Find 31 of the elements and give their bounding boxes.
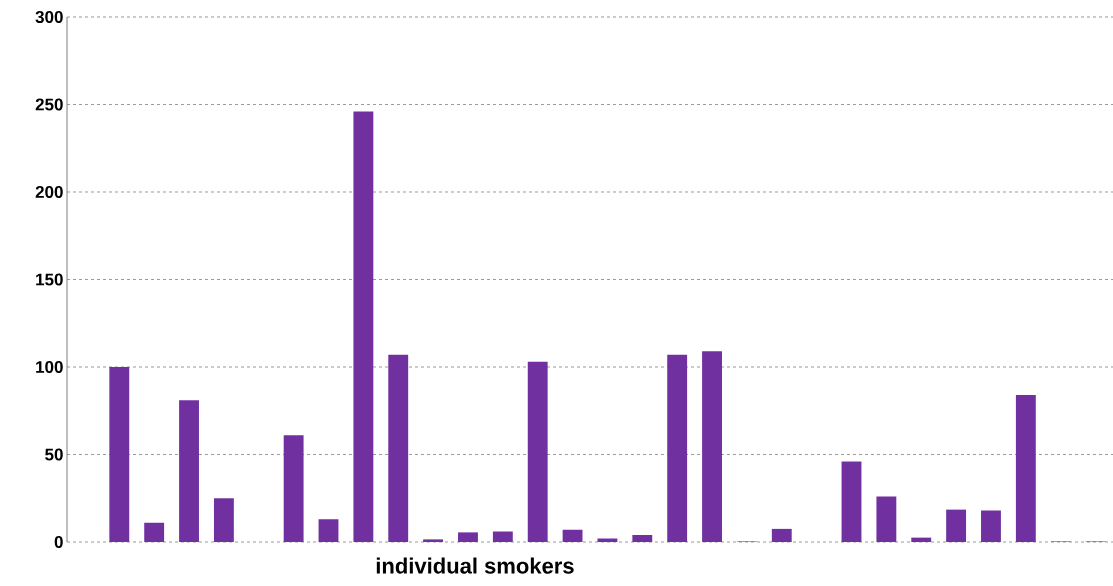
bar <box>771 528 792 542</box>
bar <box>109 367 130 542</box>
x-axis-title: individual smokers <box>376 557 574 574</box>
y-tick-label: 300 <box>35 10 63 24</box>
y-tick-label: 150 <box>36 273 63 286</box>
bar <box>981 510 1001 542</box>
bar <box>492 531 513 542</box>
bar <box>562 529 583 542</box>
bar <box>1015 395 1036 542</box>
bar <box>911 537 932 542</box>
y-tick-label: 100 <box>36 360 63 374</box>
y-tick-label: 200 <box>35 185 63 199</box>
y-tick-label: 50 <box>45 448 63 461</box>
bar <box>527 361 548 542</box>
bar <box>213 498 234 542</box>
bar <box>353 111 374 542</box>
bar <box>946 509 967 542</box>
bar <box>458 532 478 542</box>
y-tick-label: 250 <box>35 98 63 111</box>
bar <box>667 354 688 542</box>
bar <box>632 535 653 542</box>
bar <box>144 522 165 542</box>
bar <box>283 435 304 542</box>
bar <box>702 351 722 542</box>
bar <box>318 519 339 542</box>
bar <box>841 461 862 542</box>
bar <box>423 539 444 542</box>
bar <box>179 400 199 542</box>
bar <box>388 354 409 542</box>
bar <box>876 496 897 542</box>
y-tick-label: 0 <box>54 535 63 549</box>
